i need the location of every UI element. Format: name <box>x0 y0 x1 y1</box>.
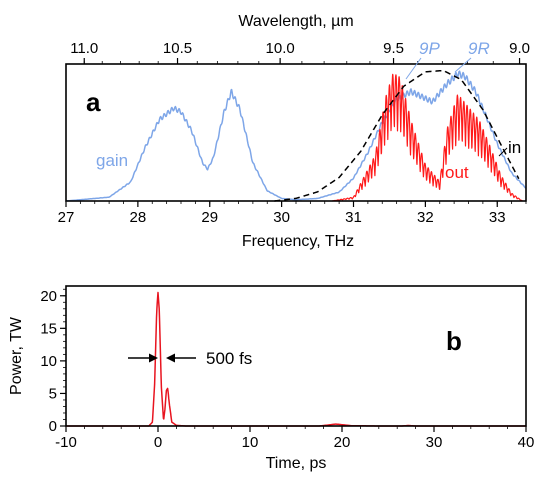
top-tick-label: 9.0 <box>509 40 530 57</box>
x-tick-label-b: 30 <box>426 434 443 451</box>
top-axis-title: Wavelength, µm <box>238 13 353 30</box>
y-tick-label-b: 5 <box>49 385 57 402</box>
out-label: out <box>445 163 469 182</box>
series-out <box>331 73 523 202</box>
y-tick-label-b: 0 <box>49 418 57 435</box>
x-tick-label-a: 29 <box>201 209 218 226</box>
top-tick-label: 10.0 <box>266 40 295 57</box>
top-tick-label: 10.5 <box>163 40 192 57</box>
pulse-curve <box>65 291 527 427</box>
x-tick-label-a: 30 <box>273 209 290 226</box>
fwhm-marker <box>128 353 196 363</box>
x-tick-label-a: 27 <box>58 209 75 226</box>
9r-label: 9R <box>468 39 490 58</box>
9p-pointer <box>405 57 422 80</box>
x-tick-label-a: 32 <box>417 209 434 226</box>
x-tick-label-b: 20 <box>334 434 351 451</box>
x-axis-title-b: Time, ps <box>266 455 327 472</box>
y-tick-label-b: 10 <box>40 353 57 370</box>
pulse-power-series <box>65 291 527 427</box>
top-axis-ticks: 11.0 10.5 10.0 9.5 9.0 <box>70 40 530 64</box>
bottom-axis-ticks: 27 28 29 30 31 32 33 <box>58 201 527 226</box>
x-tick-label-b: 10 <box>242 434 259 451</box>
plot-frame-b <box>65 285 527 427</box>
9p-label: 9P <box>419 39 440 58</box>
x-tick-label-a: 31 <box>345 209 362 226</box>
x-axis-title-a: Frequency, THz <box>242 233 354 250</box>
x-tick-label-b: -10 <box>55 434 77 451</box>
gain-label: gain <box>96 151 128 170</box>
series-gain <box>65 70 527 202</box>
x-tick-label-b: 0 <box>154 434 162 451</box>
panel-label-b: b <box>446 326 462 356</box>
x-tick-label-a: 28 <box>130 209 147 226</box>
in-label: in <box>508 138 521 157</box>
x-tick-label-b: 40 <box>518 434 535 451</box>
plot-frame-a <box>65 63 527 202</box>
y-tick-label-b: 15 <box>40 320 57 337</box>
panel-label-a: a <box>86 87 101 117</box>
series-in <box>273 69 520 202</box>
top-tick-label: 9.5 <box>383 40 404 57</box>
x-tick-label-a: 33 <box>489 209 506 226</box>
spectra-curves <box>65 69 527 202</box>
top-tick-label: 11.0 <box>70 40 98 57</box>
y-tick-label-b: 20 <box>40 288 57 305</box>
y-axis-title-b: Power, TW <box>8 316 25 395</box>
9r-pointer <box>454 57 472 73</box>
pulse-width-label: 500 fs <box>206 349 252 368</box>
panel-a: Wavelength, µm 11.0 10.5 10.0 9.5 9.0 27 28 29… <box>58 13 530 250</box>
in-pointer <box>498 147 508 157</box>
